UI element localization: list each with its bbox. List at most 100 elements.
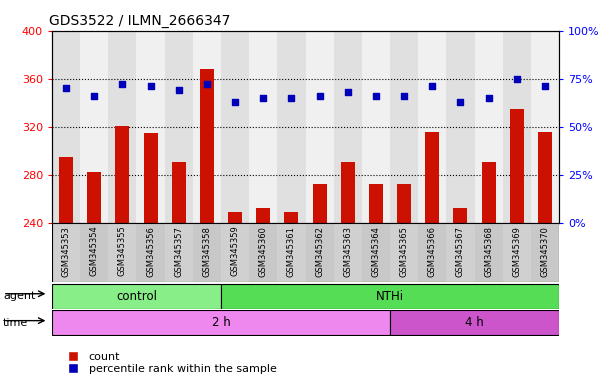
Text: GSM345369: GSM345369 bbox=[512, 226, 521, 276]
Text: time: time bbox=[3, 318, 28, 328]
Point bbox=[117, 81, 127, 88]
Bar bbox=[108, 31, 136, 223]
Bar bbox=[228, 212, 242, 223]
Point bbox=[456, 99, 466, 105]
Text: GSM345356: GSM345356 bbox=[146, 226, 155, 276]
Bar bbox=[397, 184, 411, 223]
Point bbox=[174, 87, 184, 93]
Bar bbox=[418, 223, 447, 282]
Point bbox=[428, 83, 437, 89]
Bar bbox=[447, 223, 475, 282]
Bar bbox=[531, 31, 559, 223]
Text: GSM345365: GSM345365 bbox=[400, 226, 409, 276]
Point bbox=[287, 95, 296, 101]
Bar bbox=[144, 133, 158, 223]
Bar bbox=[334, 31, 362, 223]
Text: GSM345368: GSM345368 bbox=[484, 226, 493, 277]
Text: GSM345359: GSM345359 bbox=[230, 226, 240, 276]
Bar bbox=[115, 126, 130, 223]
Text: GSM345358: GSM345358 bbox=[202, 226, 211, 276]
Bar bbox=[447, 31, 475, 223]
Bar bbox=[200, 69, 214, 223]
Point bbox=[512, 76, 522, 82]
Point bbox=[89, 93, 99, 99]
Bar bbox=[503, 31, 531, 223]
Bar bbox=[334, 223, 362, 282]
Bar bbox=[172, 162, 186, 223]
Bar bbox=[52, 223, 559, 282]
Bar bbox=[136, 223, 164, 282]
Point bbox=[399, 93, 409, 99]
Bar bbox=[306, 223, 334, 282]
Bar bbox=[221, 31, 249, 223]
Bar bbox=[503, 223, 531, 282]
Bar bbox=[306, 31, 334, 223]
Bar bbox=[531, 223, 559, 282]
Bar bbox=[164, 223, 193, 282]
Bar bbox=[362, 31, 390, 223]
Bar bbox=[193, 31, 221, 223]
Bar bbox=[418, 31, 447, 223]
Bar bbox=[108, 223, 136, 282]
Bar bbox=[277, 223, 306, 282]
Bar bbox=[390, 223, 418, 282]
Bar bbox=[284, 212, 298, 223]
Text: GSM345353: GSM345353 bbox=[62, 226, 70, 276]
Text: GSM345360: GSM345360 bbox=[258, 226, 268, 276]
Text: control: control bbox=[116, 290, 157, 303]
Bar bbox=[52, 283, 221, 309]
Bar bbox=[52, 310, 390, 336]
Bar bbox=[475, 223, 503, 282]
Bar bbox=[390, 31, 418, 223]
Bar bbox=[481, 162, 496, 223]
Text: GSM345361: GSM345361 bbox=[287, 226, 296, 276]
Text: NTHi: NTHi bbox=[376, 290, 404, 303]
Text: GSM345364: GSM345364 bbox=[371, 226, 381, 276]
Bar bbox=[538, 131, 552, 223]
Point bbox=[315, 93, 324, 99]
Bar bbox=[80, 31, 108, 223]
Text: GSM345366: GSM345366 bbox=[428, 226, 437, 277]
Bar bbox=[136, 31, 164, 223]
Point bbox=[258, 95, 268, 101]
Text: GSM345370: GSM345370 bbox=[541, 226, 549, 276]
Bar bbox=[362, 223, 390, 282]
Bar bbox=[277, 31, 306, 223]
Bar bbox=[52, 223, 80, 282]
Bar bbox=[313, 184, 327, 223]
Bar bbox=[390, 310, 559, 336]
Bar bbox=[341, 162, 355, 223]
Bar bbox=[249, 31, 277, 223]
Point bbox=[202, 81, 212, 88]
Bar bbox=[369, 184, 383, 223]
Text: GDS3522 / ILMN_2666347: GDS3522 / ILMN_2666347 bbox=[49, 14, 231, 28]
Point bbox=[230, 99, 240, 105]
Text: GSM345367: GSM345367 bbox=[456, 226, 465, 277]
Text: agent: agent bbox=[3, 291, 35, 301]
Bar bbox=[80, 223, 108, 282]
Text: GSM345354: GSM345354 bbox=[90, 226, 99, 276]
Point bbox=[145, 83, 155, 89]
Text: GSM345357: GSM345357 bbox=[174, 226, 183, 276]
Point bbox=[484, 95, 494, 101]
Bar bbox=[87, 172, 101, 223]
Text: GSM345363: GSM345363 bbox=[343, 226, 353, 277]
Bar bbox=[425, 131, 439, 223]
Bar bbox=[256, 208, 270, 223]
Text: GSM345362: GSM345362 bbox=[315, 226, 324, 276]
Point bbox=[343, 89, 353, 95]
Bar bbox=[221, 223, 249, 282]
Legend: count, percentile rank within the sample: count, percentile rank within the sample bbox=[57, 348, 281, 379]
Bar bbox=[164, 31, 193, 223]
Bar bbox=[475, 31, 503, 223]
Point bbox=[540, 83, 550, 89]
Bar bbox=[453, 208, 467, 223]
Text: 4 h: 4 h bbox=[465, 316, 484, 329]
Bar bbox=[59, 157, 73, 223]
Bar bbox=[193, 223, 221, 282]
Text: 2 h: 2 h bbox=[211, 316, 230, 329]
Bar bbox=[249, 223, 277, 282]
Point bbox=[371, 93, 381, 99]
Bar bbox=[52, 31, 80, 223]
Bar bbox=[221, 283, 559, 309]
